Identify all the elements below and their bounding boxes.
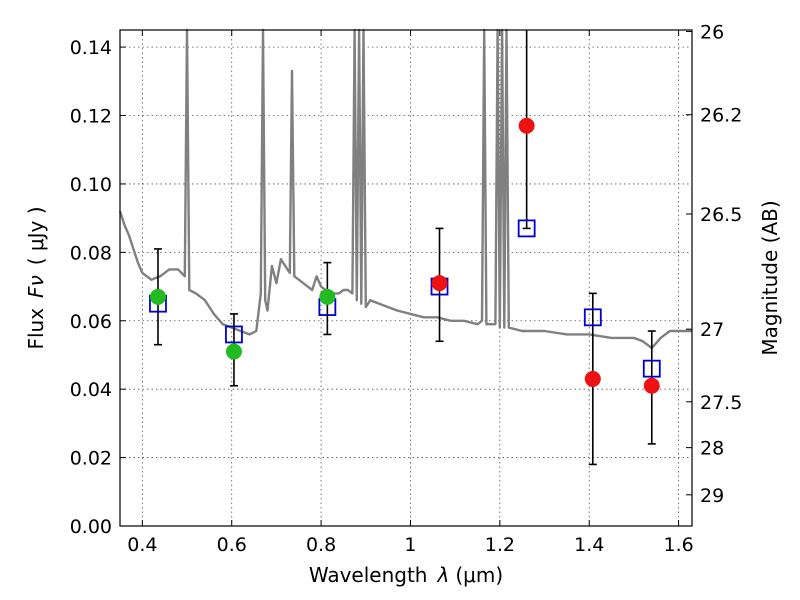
magnitude-tick-label: 28 bbox=[700, 438, 724, 460]
magnitude-tick-label: 26.2 bbox=[700, 105, 742, 127]
x-tick-label: 1.4 bbox=[574, 534, 604, 556]
y-tick-label: 0.00 bbox=[70, 516, 112, 538]
tick-layer: 0.4 0.6 0.8 1 1.2 1.4 1.6 0.00 0.02 0.04 0.06 0.08 0… bbox=[70, 22, 743, 556]
magnitude-tick-label: 29 bbox=[700, 485, 724, 507]
x-tick-label: 0.8 bbox=[306, 534, 336, 556]
x-tick-label: 1.6 bbox=[663, 534, 693, 556]
magnitude-tick-label: 26.5 bbox=[700, 204, 742, 226]
x-axis-title: Wavelength λ (μm) bbox=[309, 563, 503, 587]
observed-flux-point bbox=[643, 377, 660, 394]
grid-layer bbox=[120, 30, 692, 527]
observed-flux-point bbox=[319, 288, 336, 305]
x-tick-label: 0.6 bbox=[217, 534, 247, 556]
y-tick-label: 0.06 bbox=[70, 311, 112, 333]
model-photometry-square bbox=[517, 219, 536, 238]
y-tick-label: 0.02 bbox=[70, 448, 112, 470]
magnitude-axis-title: Magnitude (AB) bbox=[758, 200, 782, 355]
observed-flux-point bbox=[518, 117, 535, 134]
x-tick-label: 0.4 bbox=[127, 534, 157, 556]
y-tick-label: 0.14 bbox=[70, 37, 112, 59]
y-tick-label: 0.12 bbox=[70, 106, 112, 128]
magnitude-tick-label: 27 bbox=[700, 319, 724, 341]
y-tick-label: 0.10 bbox=[70, 174, 112, 196]
observed-flux-point bbox=[225, 343, 242, 360]
magnitude-tick-label: 26 bbox=[700, 22, 724, 44]
y-tick-label: 0.08 bbox=[70, 242, 112, 264]
model-photometry-square bbox=[642, 359, 661, 378]
observed-flux-point bbox=[431, 275, 448, 292]
y-axis-title: FluxFν( μJy ) bbox=[24, 206, 48, 349]
x-tick-label: 1 bbox=[404, 534, 416, 556]
plot-frame bbox=[119, 29, 693, 527]
observed-flux-point bbox=[149, 288, 166, 305]
model-spectrum-line bbox=[118, 28, 692, 350]
model-photometry-square bbox=[583, 308, 602, 327]
data-layer bbox=[118, 28, 692, 466]
y-tick-label: 0.04 bbox=[70, 379, 112, 401]
magnitude-tick-label: 27.5 bbox=[700, 392, 742, 414]
observed-flux-point bbox=[584, 370, 601, 387]
model-photometry-square bbox=[225, 325, 243, 344]
x-tick-label: 1.2 bbox=[485, 534, 515, 556]
